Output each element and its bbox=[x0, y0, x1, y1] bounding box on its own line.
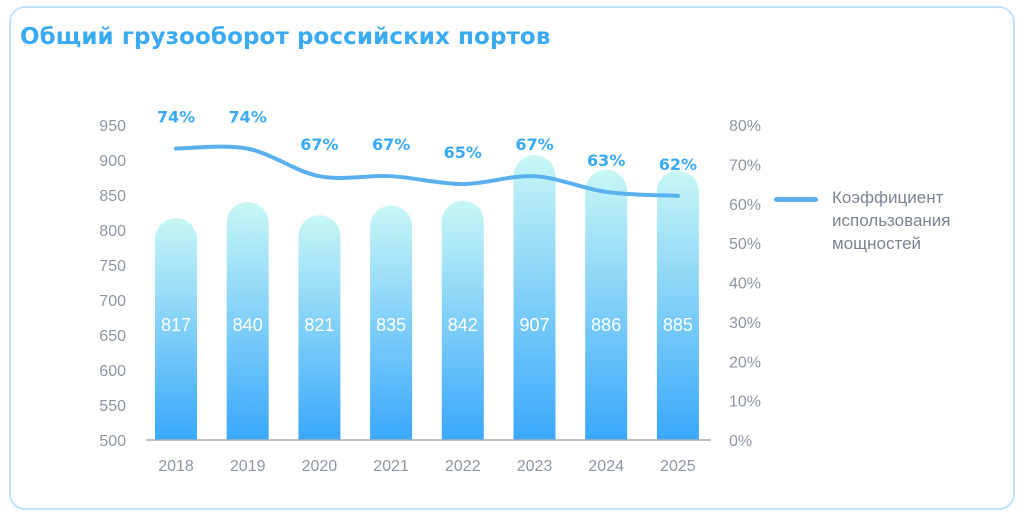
left-axis-tick-label: 850 bbox=[99, 188, 126, 205]
bar-2024 bbox=[585, 169, 628, 441]
series-line-utilization bbox=[174, 144, 680, 198]
bar-value-label: 885 bbox=[663, 315, 693, 335]
line-value-label: 65% bbox=[444, 143, 482, 162]
left-axis-ticks: 500 550 600 650 700 750 800 850 900 950 bbox=[99, 118, 126, 450]
right-axis-tick-label: 40% bbox=[729, 276, 761, 293]
left-axis-tick-label: 950 bbox=[99, 118, 126, 135]
right-axis-tick-label: 70% bbox=[729, 157, 761, 174]
line-value-labels: 74% 74% 67% 67% 65% 67% 63% 62% bbox=[157, 108, 697, 174]
left-axis-tick-label: 500 bbox=[99, 433, 126, 450]
bar-2021 bbox=[370, 205, 413, 440]
left-axis-tick-label: 800 bbox=[99, 223, 126, 240]
right-axis-tick-label: 80% bbox=[729, 118, 761, 135]
legend-line-swatch bbox=[774, 197, 818, 202]
legend-label: Коэффициент использования мощностей bbox=[832, 188, 951, 253]
line-value-label: 67% bbox=[372, 135, 410, 154]
bar-2018 bbox=[155, 218, 197, 440]
right-axis-ticks: 0% 10% 20% 30% 40% 50% 60% 70% 80% bbox=[729, 118, 761, 450]
right-axis-tick-label: 30% bbox=[729, 315, 761, 332]
x-axis-tick-label: 2022 bbox=[445, 458, 481, 475]
x-axis-ticks: 2018 2019 2020 2021 2022 2023 2024 2025 bbox=[158, 458, 696, 475]
bar-value-label: 842 bbox=[448, 315, 478, 335]
bar-value-label: 817 bbox=[161, 315, 191, 335]
right-axis-tick-label: 50% bbox=[729, 236, 761, 253]
bar-2020 bbox=[298, 215, 341, 440]
right-axis-tick-label: 0% bbox=[729, 433, 752, 450]
right-axis-tick-label: 20% bbox=[729, 354, 761, 371]
bar-value-label: 840 bbox=[233, 315, 263, 335]
bar-value-label: 835 bbox=[376, 315, 406, 335]
x-axis-tick-label: 2019 bbox=[230, 458, 266, 475]
bar-value-label: 907 bbox=[519, 315, 549, 335]
line-value-label: 62% bbox=[659, 155, 697, 174]
left-axis-tick-label: 750 bbox=[99, 258, 126, 275]
left-axis-tick-label: 600 bbox=[99, 363, 126, 380]
left-axis-tick-label: 650 bbox=[99, 328, 126, 345]
x-axis-tick-label: 2021 bbox=[373, 458, 409, 475]
chart-title: Общий грузооборот российских портов bbox=[20, 24, 551, 50]
x-axis-tick-label: 2025 bbox=[660, 458, 696, 475]
x-axis-tick-label: 2018 bbox=[158, 458, 194, 475]
x-axis-tick-label: 2023 bbox=[517, 458, 553, 475]
line-value-label: 74% bbox=[157, 108, 195, 127]
left-axis-tick-label: 900 bbox=[99, 153, 126, 170]
bar-2019 bbox=[226, 201, 269, 440]
line-value-label: 67% bbox=[515, 135, 553, 154]
bar-2025 bbox=[656, 170, 699, 441]
left-axis-tick-label: 700 bbox=[99, 293, 126, 310]
x-axis-tick-label: 2024 bbox=[588, 458, 624, 475]
bar-2023 bbox=[513, 155, 556, 440]
left-axis-tick-label: 550 bbox=[99, 398, 126, 415]
bar-value-label: 886 bbox=[591, 315, 621, 335]
line-value-label: 67% bbox=[300, 135, 338, 154]
x-axis-tick-label: 2020 bbox=[302, 458, 338, 475]
line-value-label: 74% bbox=[229, 108, 267, 127]
bars-group: 817 840 821 835 842 907 886 885 bbox=[155, 155, 699, 441]
bar-value-label: 821 bbox=[304, 315, 334, 335]
line-value-label: 63% bbox=[587, 151, 625, 170]
right-axis-tick-label: 10% bbox=[729, 394, 761, 411]
right-axis-tick-label: 60% bbox=[729, 197, 761, 214]
bar-2022 bbox=[441, 200, 484, 440]
